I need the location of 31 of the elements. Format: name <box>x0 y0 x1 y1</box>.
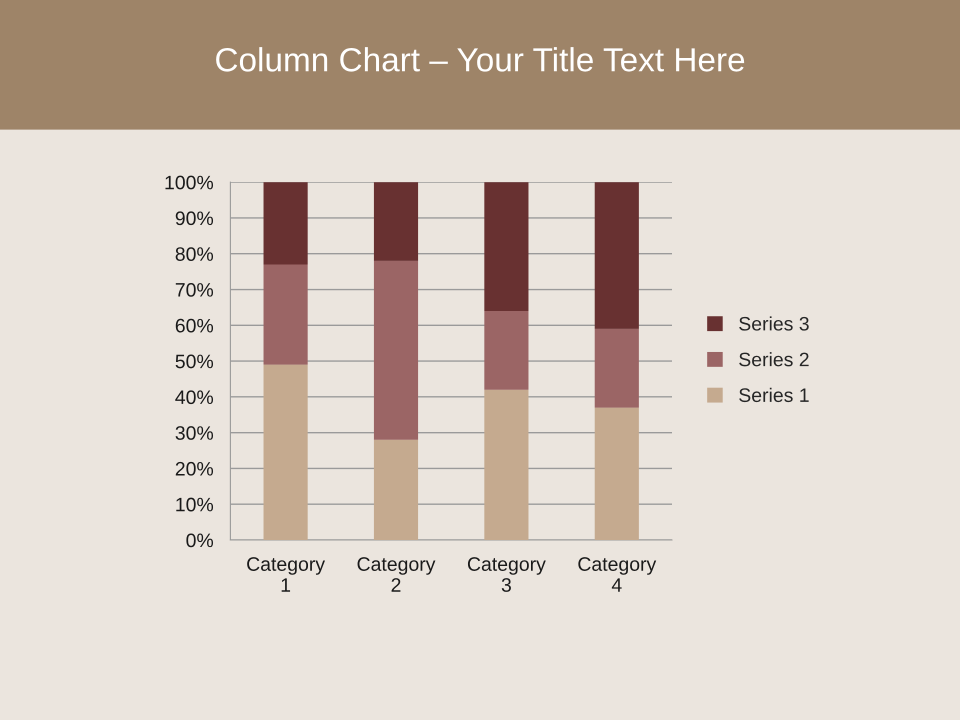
bar <box>264 364 308 540</box>
x-tick-label: Category 4 <box>578 557 656 592</box>
y-tick-label: 50% <box>176 354 214 368</box>
legend-label: Series 1 <box>739 388 809 402</box>
bar <box>264 182 308 264</box>
x-tick-label: Category 1 <box>247 557 326 592</box>
y-tick-label: 30% <box>176 426 214 440</box>
y-tick-label: 100% <box>165 176 214 190</box>
y-tick-label: 60% <box>176 318 214 333</box>
chart-title: Column Chart – Your Title Text Here <box>216 47 744 72</box>
bar <box>264 264 308 365</box>
bar <box>484 390 528 540</box>
x-tick-label: Category 2 <box>358 557 436 592</box>
y-tick-label: 80% <box>176 247 214 261</box>
bar <box>484 310 528 390</box>
y-tick-label: 0% <box>186 533 214 548</box>
y-tick-label: 10% <box>176 498 214 512</box>
bar <box>484 182 528 311</box>
bar <box>374 182 418 261</box>
bar <box>374 260 418 440</box>
y-tick-label: 20% <box>176 462 214 476</box>
y-tick-label: 70% <box>176 282 214 297</box>
x-tick-label: Category 3 <box>468 557 546 592</box>
bar <box>594 328 639 408</box>
y-tick-label: 90% <box>176 211 214 226</box>
legend-label: Series 2 <box>739 352 809 366</box>
bar <box>594 182 639 329</box>
y-tick-label: 40% <box>175 390 214 404</box>
bar <box>594 408 639 540</box>
bar <box>374 440 418 540</box>
legend-label: Series 3 <box>739 316 809 331</box>
